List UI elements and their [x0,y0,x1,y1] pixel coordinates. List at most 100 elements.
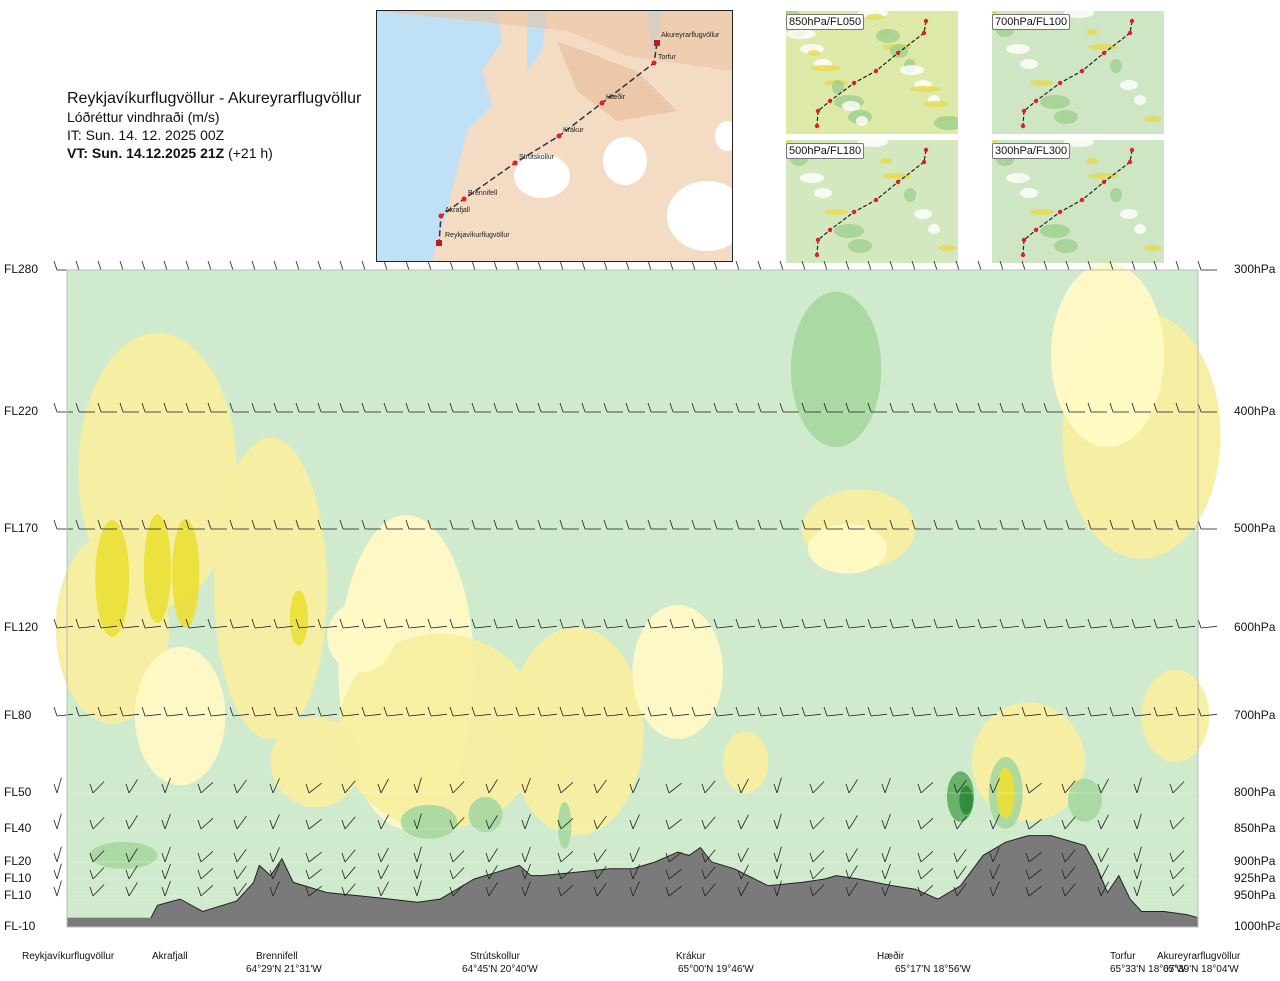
wind-barb-feather [269,783,274,794]
thumbnail-700[interactable]: 700hPa/FL100 [992,11,1164,134]
wind-barb [1172,884,1185,897]
wind-barb-feather [233,869,238,880]
wind-barb [826,625,843,629]
wind-barb [704,849,716,863]
chart-header: Reykjavíkurflugvöllur - Akureyrarflugvöl… [67,90,361,162]
wind-barb-feather [485,886,490,897]
wind-barb-feather [125,819,130,830]
thumbnail-field-cell [858,140,888,147]
wind-barb-feather [757,618,762,629]
wind-barb [344,780,356,794]
thumbnail-500-label: 500hPa/FL180 [786,143,865,159]
lead-time: (+21 h) [228,145,273,161]
thumbnail-850[interactable]: 850hPa/FL050 [786,11,958,134]
wind-barb-feather [229,519,234,530]
thumbnail-field-cell [1040,95,1070,109]
wind-barb-feather [603,519,608,530]
map-point-label: Hæðir [606,93,626,101]
wind-barb-feather [1153,706,1158,717]
wind-barb [386,713,403,717]
thumbnail-field-cell [1086,29,1098,35]
wind-barb-feather [377,819,382,830]
wind-barb-feather [559,519,564,530]
wind-barb-feather [471,618,476,629]
wind-barb [826,713,843,717]
wind-barb [452,781,465,794]
wind-barb-feather [845,819,850,830]
pressure-level-label: 400hPa [1234,404,1276,418]
wind-barb-feather [269,819,274,830]
wind-barb [200,781,214,794]
wind-barb-feather [163,519,168,530]
wind-barb-feather [161,852,166,863]
wind-barb [848,713,865,717]
wind-barb [848,625,865,629]
wind-barb-feather [53,869,58,880]
wind-barb-feather [701,819,706,830]
wind-barb-feather [377,869,382,880]
thumbnail-500[interactable]: 500hPa/FL180 [786,140,958,263]
wind-barb-feather [911,402,916,413]
wind-barb-feather [53,706,58,717]
field-cell [722,731,769,793]
thumbnail-route-point [815,237,821,243]
thumbnail-field-cell [1086,158,1098,164]
wind-barb [380,814,389,830]
wind-barb [488,882,498,897]
wind-barb [1064,780,1076,794]
wind-barb-feather [1065,402,1070,413]
map-airport-marker [436,240,442,246]
wind-barb [812,884,825,897]
wind-barb-feather [773,819,778,830]
valid-time-line: VT: Sun. 14.12.2025 21Z (+21 h) [67,144,361,162]
map-point-marker [556,133,562,139]
station-label: Krákur [676,951,706,962]
wind-barb [1100,847,1109,863]
wind-barb-feather [537,706,542,717]
thumbnail-field-cell [1020,188,1038,198]
wind-barb [276,713,293,717]
wind-barb-feather [537,618,542,629]
wind-barb-feather [1061,869,1066,880]
thumbnail-field-cell [1054,110,1078,124]
wind-barb-feather [823,706,828,717]
thumbnail-300[interactable]: 300hPa/FL300 [992,140,1164,263]
wind-barb [704,866,716,880]
wind-barb-feather [269,852,274,863]
thumbnail-field-cell [1110,59,1122,73]
wind-barb-feather [1169,869,1174,880]
wind-barb-feather [89,783,94,794]
wind-barb [128,815,138,830]
wind-barb-feather [413,869,418,880]
wind-barb-feather [493,519,498,530]
wind-barb [122,625,139,629]
wind-barb-feather [1043,706,1048,717]
wind-barb-feather [75,706,80,717]
route-map-svg: Akureyrarflugvöllur Torfur Hæðir Krákur Strú… [377,11,732,261]
wind-barb-feather [911,519,916,530]
wind-barb [760,625,777,629]
wind-barb [848,865,858,880]
wind-barb [496,625,513,629]
wind-barb [804,625,821,629]
wind-barb-feather [647,260,652,271]
wind-barb-feather [953,819,958,830]
wind-barb-feather [647,402,652,413]
wind-barb-feather [273,260,278,271]
field-cell [1050,263,1165,448]
wind-barb-feather [809,819,814,830]
wind-barb-feather [377,783,382,794]
wind-barb-feather [515,402,520,413]
field-cell [143,514,172,624]
thumbnail-route-point [851,80,857,86]
field-cell [468,796,503,833]
wind-barb-feather [521,819,526,830]
wind-barb-feather [493,402,498,413]
wind-barb-feather [845,519,850,530]
wind-barb-feather [999,260,1004,271]
wind-barb-feather [625,260,630,271]
wind-barb-feather [629,852,634,863]
wind-barb-feather [779,260,784,271]
wind-barb-feather [977,519,982,530]
wind-barb-feather [1133,819,1138,830]
